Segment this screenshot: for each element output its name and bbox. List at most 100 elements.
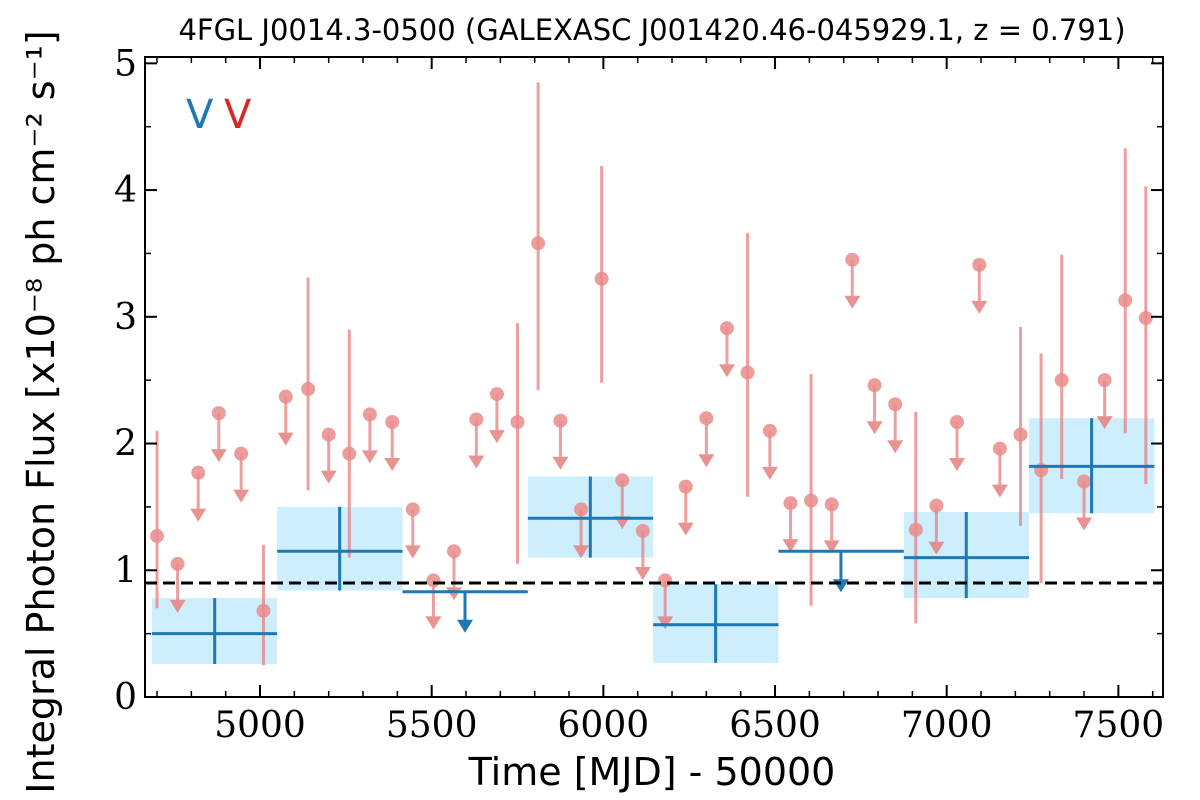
- fine-upper-limit-arrow: [169, 599, 186, 613]
- fine-upper-limit-arrow: [948, 457, 965, 471]
- fine-upper-limit-arrow: [552, 456, 569, 470]
- fine-point-marker: [170, 556, 185, 571]
- x-tick-label: 7500: [1073, 705, 1165, 746]
- fine-upper-limit-arrow: [488, 430, 505, 444]
- plot-frame: [144, 56, 1164, 698]
- fine-point-marker: [678, 479, 693, 494]
- fine-point-marker: [1138, 311, 1153, 326]
- fine-point-marker: [278, 389, 293, 404]
- fine-point-marker: [301, 382, 316, 397]
- fine-point-marker: [211, 406, 226, 421]
- fine-point-marker: [972, 257, 987, 272]
- x-tick-label: 6500: [729, 705, 821, 746]
- fine-upper-limit-arrow: [677, 522, 694, 536]
- fine-point-marker: [1097, 373, 1112, 388]
- fine-upper-limit-arrow: [991, 484, 1008, 498]
- fine-upper-limit-arrow: [698, 454, 715, 468]
- x-tick-label: 5000: [214, 705, 306, 746]
- fine-upper-limit-arrow: [782, 539, 799, 553]
- fine-point-marker: [783, 496, 798, 511]
- fine-upper-limit-arrow: [1096, 416, 1113, 430]
- fine-point-marker: [321, 427, 336, 442]
- fine-upper-limit-arrow: [718, 364, 735, 378]
- fine-upper-limit-arrow: [384, 457, 401, 471]
- y-tick-label: 4: [114, 170, 137, 211]
- legend-marks: V V: [186, 92, 252, 138]
- fine-point-marker: [615, 473, 630, 488]
- fine-upper-limit-arrow: [210, 449, 227, 463]
- fine-point-marker: [888, 397, 903, 412]
- x-tick-label: 5500: [386, 705, 478, 746]
- fine-point-marker: [594, 271, 609, 286]
- fine-upper-limit-arrow: [928, 541, 945, 555]
- fine-point-marker: [1013, 427, 1028, 442]
- y-axis-label: Integral Photon Flux [x10⁻⁸ ph cm⁻² s⁻¹]: [19, 30, 63, 793]
- coarse-upper-limit-arrow: [832, 579, 849, 593]
- fine-upper-limit-arrow: [233, 489, 250, 503]
- fine-upper-limit-arrow: [634, 566, 651, 580]
- fine-point-marker: [719, 321, 734, 336]
- x-tick-label: 6000: [558, 705, 650, 746]
- fine-point-marker: [908, 522, 923, 537]
- fine-point-marker: [867, 378, 882, 393]
- fine-point-marker: [992, 441, 1007, 456]
- y-tick-label: 3: [114, 297, 137, 338]
- fine-point-marker: [256, 603, 271, 618]
- fine-point-marker: [469, 412, 484, 427]
- fine-bin-series: [150, 82, 1153, 666]
- x-axis-label: Time [MJD] - 50000: [468, 750, 836, 794]
- fine-upper-limit-arrow: [404, 545, 421, 559]
- fine-upper-limit-arrow: [866, 421, 883, 435]
- fine-point-marker: [191, 465, 206, 480]
- fine-point-marker: [1054, 373, 1069, 388]
- fine-upper-limit-arrow: [446, 587, 463, 601]
- fine-point-marker: [426, 573, 441, 588]
- legend-mark-fine: V: [224, 92, 252, 138]
- fine-point-marker: [1118, 293, 1133, 308]
- fine-upper-limit-arrow: [1076, 517, 1093, 531]
- fine-point-marker: [929, 498, 944, 513]
- fine-upper-limit-arrow: [277, 432, 294, 446]
- fine-point-marker: [635, 523, 650, 538]
- fine-upper-limit-arrow: [425, 616, 442, 630]
- fine-point-marker: [804, 493, 819, 508]
- fine-upper-limit-arrow: [823, 540, 840, 554]
- fine-upper-limit-arrow: [190, 508, 207, 522]
- fine-upper-limit-arrow: [361, 450, 378, 464]
- fine-upper-limit-arrow: [971, 300, 988, 314]
- coarse-upper-limit-arrow: [456, 619, 473, 633]
- chart-title: 4FGL J0014.3-0500 (GALEXASC J001420.46-0…: [178, 13, 1125, 47]
- fine-point-marker: [699, 411, 714, 426]
- fine-point-marker: [824, 497, 839, 512]
- fine-point-marker: [385, 414, 400, 429]
- fine-point-marker: [574, 502, 589, 517]
- fine-upper-limit-arrow: [657, 616, 674, 630]
- y-tick-label: 5: [114, 43, 137, 84]
- fine-upper-limit-arrow: [320, 470, 337, 484]
- fine-point-marker: [845, 252, 860, 267]
- fine-upper-limit-arrow: [844, 295, 861, 309]
- x-tick-label: 7000: [901, 705, 993, 746]
- fine-point-marker: [234, 446, 249, 461]
- coarse-bin-series: [151, 418, 1155, 665]
- y-tick-label: 1: [114, 550, 137, 591]
- fine-point-marker: [553, 413, 568, 428]
- fine-point-marker: [658, 573, 673, 588]
- fine-point-marker: [489, 387, 504, 402]
- fine-upper-limit-arrow: [573, 545, 590, 559]
- axis-tick-labels: 5000 5500 6000 6500 7000 7500 0 1 2 3 4 5: [114, 43, 1164, 746]
- y-tick-label: 2: [114, 424, 137, 465]
- fine-upper-limit-arrow: [468, 455, 485, 469]
- fine-point-marker: [150, 529, 165, 544]
- legend-mark-coarse: V: [186, 92, 214, 138]
- fine-upper-limit-arrow: [887, 440, 904, 454]
- fine-point-marker: [740, 365, 755, 380]
- fine-point-marker: [762, 423, 777, 438]
- fine-point-marker: [510, 414, 525, 429]
- y-tick-label: 0: [114, 677, 137, 718]
- coarse-bin-fills: [151, 418, 1155, 665]
- fine-point-marker: [447, 544, 462, 559]
- fine-point-marker: [1077, 474, 1092, 489]
- fine-point-marker: [949, 414, 964, 429]
- axis-ticks: [145, 57, 1163, 698]
